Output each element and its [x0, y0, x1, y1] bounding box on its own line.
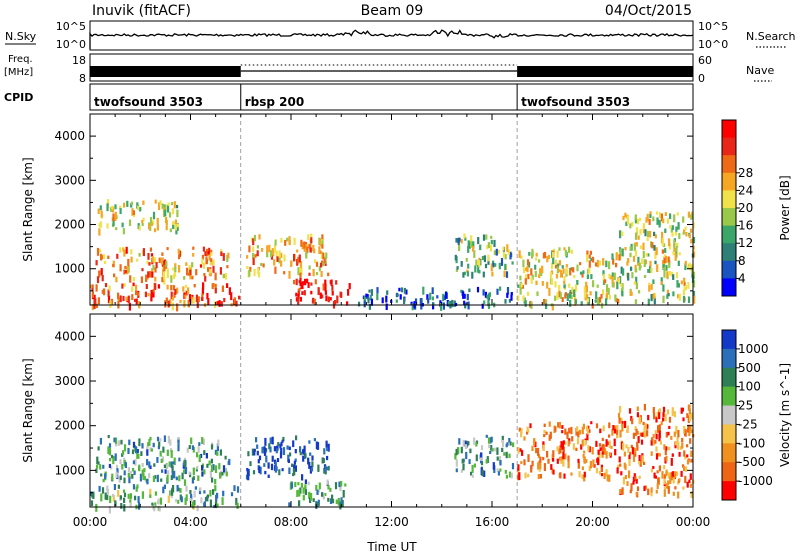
colorbar-tick-label: 1000 — [738, 342, 769, 356]
colorbar-tick-label: 100 — [738, 380, 761, 394]
freq-tick-low: 8 — [79, 72, 86, 85]
nsky-tick-low: 10^0 — [56, 38, 86, 51]
y-tick-label: 1000 — [54, 463, 85, 477]
cpid-panel: CPID twofsound 3503 rbsp 200 twofsound 350… — [4, 83, 694, 111]
colorbar-tick-label: 4 — [738, 271, 746, 285]
x-tick-label: 12:00 — [374, 515, 409, 529]
freq-unit: [MHz] — [4, 67, 33, 78]
nave-tick-high: 60 — [698, 54, 712, 67]
x-tick-label: 20:00 — [575, 515, 610, 529]
freq-tick-high: 18 — [72, 54, 86, 67]
velocity-colorbar: 1000 500 100 25 -25 -100 -500 -1000 Velocity [m … — [721, 329, 792, 501]
cpid-segment-label: twofsound 3503 — [521, 95, 630, 109]
cpid-label: CPID — [4, 91, 33, 104]
colorbar-tick-label: 20 — [738, 201, 753, 215]
x-tick-label: 00:00 — [73, 515, 108, 529]
freq-trace — [90, 64, 693, 77]
y-tick-label: 2000 — [54, 419, 85, 433]
power-cells — [90, 199, 696, 312]
nave-tick-low: 0 — [698, 72, 705, 85]
time-axis: 00:00 04:00 08:00 12:00 16:00 20:00 00:00 — [73, 515, 711, 529]
colorbar-tick-label: 24 — [738, 183, 753, 197]
xaxis-title: Time UT — [366, 540, 417, 554]
colorbar-tick-label: 28 — [738, 166, 753, 180]
station-title: Inuvik (fitACF) — [92, 3, 191, 19]
power-panel: 1000 2000 3000 4000 Slant Range [km] 4 8 12 16 20… — [21, 113, 792, 312]
beam-title: Beam 09 — [361, 3, 424, 19]
freq-label: Freq. — [8, 54, 33, 65]
cpid-segment-label: rbsp 200 — [245, 95, 304, 109]
power-colorbar: 4 8 12 16 20 24 28 Power [dB] — [721, 119, 792, 297]
y-tick-label: 4000 — [54, 129, 85, 143]
date-title: 04/Oct/2015 — [605, 3, 692, 19]
cpid-segment-label: twofsound 3503 — [94, 95, 203, 109]
y-axis-title: Slant Range [km] — [21, 157, 35, 261]
y-tick-label: 4000 — [54, 329, 85, 343]
nsearch-tick-low: 10^0 — [698, 38, 728, 51]
nsky-panel: N.Sky 10^5 10^0 10^5 10^0 N.Search — [5, 20, 796, 51]
colorbar-tick-label: 500 — [738, 361, 761, 375]
x-tick-label: 08:00 — [274, 515, 309, 529]
colorbar-title: Velocity [m s^-1] — [778, 363, 792, 467]
colorbar-tick-label: 8 — [738, 254, 746, 268]
nsearch-label: N.Search — [746, 30, 796, 43]
colorbar-tick-label: -500 — [738, 455, 765, 469]
colorbar-tick-label: -100 — [738, 436, 765, 450]
y-tick-label: 2000 — [54, 218, 85, 232]
colorbar-tick-label: 25 — [738, 399, 753, 413]
nave-label: Nave — [746, 64, 774, 77]
nsky-tick-high: 10^5 — [56, 20, 86, 33]
nsky-label: N.Sky — [5, 30, 37, 43]
x-tick-label: 04:00 — [173, 515, 208, 529]
y-tick-label: 1000 — [54, 262, 85, 276]
nsearch-tick-high: 10^5 — [698, 20, 728, 33]
nsky-trace — [89, 29, 694, 49]
freq-panel: Freq. [MHz] 18 8 60 0 Nave — [4, 53, 774, 85]
colorbar-title: Power [dB] — [778, 175, 792, 240]
velocity-cells — [90, 403, 695, 514]
colorbar-tick-label: 16 — [738, 219, 753, 233]
x-tick-label: 00:00 — [676, 515, 711, 529]
colorbar-tick-label: 12 — [738, 236, 753, 250]
colorbar-tick-label: -1000 — [738, 474, 773, 488]
x-tick-label: 16:00 — [475, 515, 510, 529]
y-axis-title: Slant Range [km] — [21, 358, 35, 462]
colorbar-tick-label: -25 — [738, 417, 758, 431]
y-tick-label: 3000 — [54, 173, 85, 187]
y-tick-label: 3000 — [54, 374, 85, 388]
